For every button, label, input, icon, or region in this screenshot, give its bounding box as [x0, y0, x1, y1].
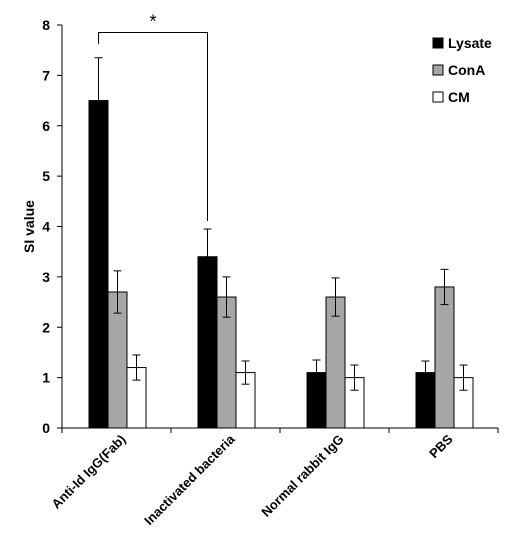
legend-label-cona: ConA [448, 62, 485, 78]
bars [88, 100, 474, 429]
x-category-label: Inactivated bacteria [141, 431, 238, 528]
bar-cona-3 [434, 286, 455, 429]
y-tick-label: 6 [42, 118, 50, 134]
y-tick-label: 1 [42, 370, 50, 386]
y-tick-label: 3 [42, 269, 50, 285]
y-tick-label: 5 [42, 168, 50, 184]
significance-star: * [149, 12, 156, 32]
y-tick-label: 0 [42, 420, 50, 436]
y-tick-label: 4 [42, 219, 50, 235]
bar-cona-2 [325, 296, 346, 429]
x-category-label: Anti-Id IgG(Fab) [49, 432, 129, 512]
bar-lysate-0 [88, 100, 109, 429]
axes: 0 1 2 3 4 5 6 7 8 Anti-Id IgG(Fab) Inactivated bac… [42, 17, 499, 528]
x-category-label: PBS [426, 431, 456, 461]
legend: Lysate ConA CM [432, 35, 492, 105]
y-tick-label: 2 [42, 319, 50, 335]
legend-swatch-cona [432, 64, 444, 76]
legend-swatch-lysate [432, 37, 444, 49]
y-tick-label: 8 [42, 17, 50, 33]
x-category-label: Normal rabbit IgG [258, 432, 346, 520]
legend-swatch-cm [432, 91, 444, 103]
significance-annotation: * [98, 12, 208, 222]
significance-bracket [98, 32, 208, 222]
y-tick-label: 7 [42, 67, 50, 83]
y-axis-label: SI value [21, 200, 37, 253]
error-bars [94, 57, 468, 391]
legend-label-cm: CM [448, 89, 470, 105]
legend-label-lysate: Lysate [448, 35, 492, 51]
